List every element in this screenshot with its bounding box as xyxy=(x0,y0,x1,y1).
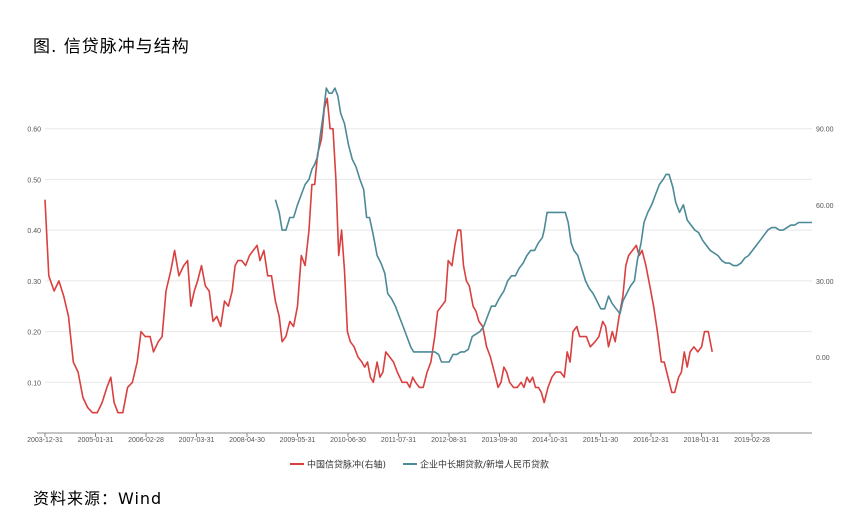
x-tick-label: 2015-11-30 xyxy=(583,437,618,444)
y-left-tick-label: 0.50 xyxy=(27,177,41,184)
x-tick-label: 2003-12-31 xyxy=(27,437,63,444)
x-tick-label: 2018-01-31 xyxy=(684,437,720,444)
y-left-tick-label: 0.60 xyxy=(27,127,41,134)
y-axis-left-ticks: 0.10 0.20 0.30 0.40 0.50 0.60 xyxy=(27,127,41,388)
x-tick-label: 2019-02-28 xyxy=(734,437,770,444)
x-tick-label: 2012-08-31 xyxy=(431,437,467,444)
x-tick-label: 2005-01-31 xyxy=(78,437,114,444)
x-tick-label: 2009-05-31 xyxy=(280,437,316,444)
chart-title: 图. 信贷脉冲与结构 xyxy=(33,37,190,57)
x-axis: 2003-12-31 2005-01-31 2006-02-28 2007-03-31… xyxy=(27,432,812,444)
series-line-corporate-loans xyxy=(274,87,812,363)
x-tick-label: 2010-06-30 xyxy=(330,437,366,444)
series-lines xyxy=(44,87,812,414)
legend-label: 中国信贷脉冲(右轴) xyxy=(307,459,386,471)
series-line-credit-impulse xyxy=(44,97,713,414)
y-left-tick-label: 0.10 xyxy=(27,380,41,387)
y-right-tick-label: 90.00 xyxy=(816,127,834,134)
y-axis-right-ticks: 0.00 30.00 60.00 90.00 xyxy=(816,127,834,362)
x-tick-label: 2006-02-28 xyxy=(128,437,164,444)
legend-label: 企业中长期贷款/新增人民币贷款 xyxy=(420,459,549,471)
line-chart: 0.10 0.20 0.30 0.40 0.50 0.60 0.00 30.00 60.00 9… xyxy=(27,87,834,471)
y-left-tick-label: 0.40 xyxy=(27,228,41,235)
source-note: 资料来源：Wind xyxy=(33,489,163,508)
legend: 中国信贷脉冲(右轴) 企业中长期贷款/新增人民币贷款 xyxy=(290,459,549,471)
x-tick-label: 2007-03-31 xyxy=(179,437,215,444)
y-left-tick-label: 0.30 xyxy=(27,279,41,286)
x-tick-label: 2014-10-31 xyxy=(532,437,568,444)
y-right-tick-label: 60.00 xyxy=(816,203,834,210)
x-tick-label: 2011-07-31 xyxy=(381,437,416,444)
x-tick-label: 2008-04-30 xyxy=(229,437,265,444)
gridlines xyxy=(45,128,812,383)
x-tick-label: 2013-09-30 xyxy=(482,437,518,444)
y-right-tick-label: 0.00 xyxy=(816,355,830,362)
y-left-tick-label: 0.20 xyxy=(27,330,41,337)
y-right-tick-label: 30.00 xyxy=(816,279,834,286)
x-tick-label: 2016-12-31 xyxy=(633,437,669,444)
